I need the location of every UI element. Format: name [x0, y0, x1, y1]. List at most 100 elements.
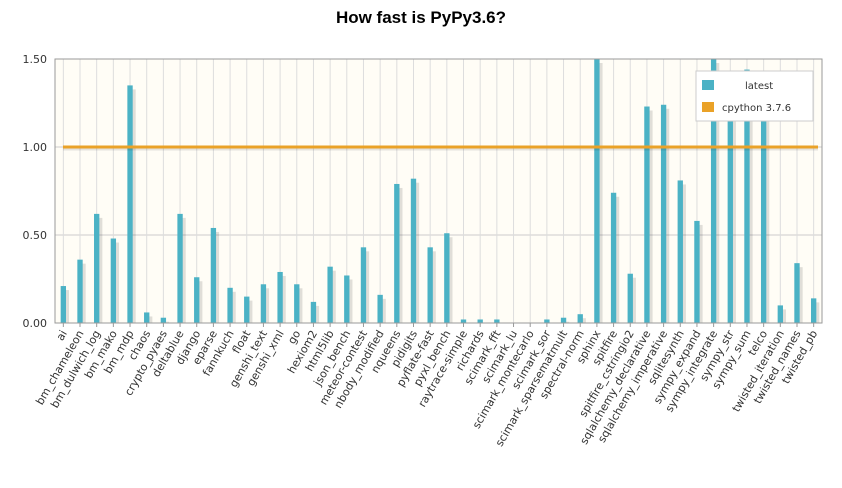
- legend-swatch-latest: [702, 80, 714, 90]
- bar-shadow: [580, 318, 586, 323]
- legend-swatch-cpython: [702, 102, 714, 112]
- bar-deltablue: [177, 213, 183, 323]
- bar-shadow: [363, 251, 370, 323]
- bar-genshi_xml: [277, 271, 283, 323]
- bar-shadow: [630, 277, 636, 323]
- bar-shadow: [613, 196, 620, 323]
- x-axis-ticks: aibm_chameleonbm_dulwich_logbm_makobm_md…: [33, 323, 820, 449]
- bar-richards: [477, 319, 483, 323]
- bar-shadow: [313, 305, 320, 323]
- bar-sympy_integrate: [710, 59, 717, 323]
- y-tick-label: 1.50: [23, 53, 48, 66]
- bar-shadow: [763, 87, 770, 323]
- bar-fannkuch: [227, 287, 233, 323]
- bar-sympy_str: [727, 92, 733, 323]
- bar-sympy_expand: [694, 220, 700, 323]
- legend-label-latest: latest: [745, 81, 773, 92]
- bar-shadow: [230, 291, 236, 323]
- legend-box: [695, 70, 814, 122]
- bar-sympy_sum: [744, 69, 750, 323]
- legend-label-cpython: cpython 3.7.6: [722, 103, 791, 114]
- bar-shadow: [97, 217, 103, 323]
- y-tick-label: 1.00: [23, 141, 48, 154]
- bar-shadow: [330, 270, 336, 323]
- bar-nqueens: [394, 183, 400, 323]
- bar-scimark_sparsematmult: [560, 317, 567, 323]
- bar-django: [194, 277, 200, 323]
- bar-pidigits: [410, 178, 417, 323]
- plot-border: [54, 58, 823, 324]
- bar-sqlalchemy_declarative: [644, 106, 650, 324]
- chart-title: How fast is PyPy3.6?: [335, 8, 507, 27]
- bar-bm_mako: [110, 238, 117, 323]
- bar-shadow: [780, 309, 786, 323]
- bar-shadow: [680, 184, 686, 323]
- bar-chaos: [144, 312, 150, 323]
- bar-shadow: [197, 281, 203, 323]
- bar-series-latest: [60, 59, 820, 324]
- bar-shadow: [730, 96, 736, 323]
- bar-twisted_names: [794, 263, 800, 323]
- bar-twisted_iteration: [777, 305, 783, 323]
- bar-shadow: [297, 288, 303, 323]
- bar-shadow: [797, 267, 803, 323]
- bar-twisted_pb: [810, 298, 817, 323]
- bar-sqlitesynth: [677, 180, 683, 323]
- bar-shadow: [713, 63, 720, 323]
- bar-shadow: [113, 242, 120, 323]
- bar-pyxl_bench: [444, 233, 450, 323]
- bar-scimark_sor: [544, 319, 550, 323]
- bar-shadow: [430, 251, 436, 323]
- bar-shadow: [447, 237, 453, 323]
- bar-go: [294, 284, 300, 323]
- bar-eparse: [210, 227, 217, 323]
- bar-html5lib: [327, 266, 333, 323]
- bar-scimark_fft: [494, 319, 500, 323]
- bar-sphinx: [594, 59, 600, 323]
- bar-bm_dulwich_log: [94, 213, 100, 323]
- bar-sqlalchemy_imperative: [660, 104, 667, 323]
- bar-spitfire_cstringio2: [627, 273, 633, 323]
- bar-shadow: [813, 302, 820, 323]
- bar-spectral-norm: [577, 314, 583, 323]
- bar-meteor-contest: [360, 247, 367, 323]
- reference-series-cpython: [63, 145, 818, 151]
- bar-crypto_pyaes: [160, 317, 167, 323]
- x-tick-label: go: [285, 328, 303, 347]
- bar-float: [244, 296, 250, 323]
- bar-hexiom2: [310, 301, 317, 323]
- bar-shadow: [663, 108, 670, 323]
- bar-shadow: [147, 316, 153, 323]
- bar-shadow: [697, 224, 703, 323]
- bar-shadow: [180, 217, 186, 323]
- y-tick-label: 0.00: [23, 317, 48, 330]
- bar-shadow: [397, 187, 403, 323]
- plot-area: [55, 59, 822, 323]
- bar-shadow: [163, 321, 170, 323]
- bar-bm_chameleon: [77, 259, 83, 323]
- bar-shadow: [747, 73, 753, 323]
- bar-ai: [60, 286, 67, 323]
- bar-nbody_modified: [377, 294, 383, 323]
- legend: latest cpython 3.7.6: [695, 70, 814, 122]
- bar-shadow: [347, 279, 353, 323]
- bar-shadow: [647, 110, 653, 324]
- bar-shadow: [597, 63, 603, 323]
- bar-json_bench: [344, 275, 350, 323]
- bar-shadow: [380, 298, 386, 323]
- bar-shadow: [63, 290, 70, 323]
- bar-spitfire: [610, 192, 617, 323]
- y-tick-label: 0.50: [23, 229, 48, 242]
- bar-shadow: [280, 275, 286, 323]
- bar-bm_mdp: [127, 85, 133, 324]
- bar-shadow: [413, 182, 420, 323]
- bar-shadow: [213, 231, 220, 323]
- bar-shadow: [563, 321, 570, 323]
- bar-shadow: [247, 300, 253, 323]
- bar-raytrace-simple: [460, 319, 467, 323]
- y-axis-ticks: 0.00 0.50 1.00 1.50: [23, 53, 48, 330]
- bar-telco: [760, 83, 767, 323]
- bar-pyflate-fast: [427, 247, 433, 323]
- bar-genshi_text: [260, 284, 267, 323]
